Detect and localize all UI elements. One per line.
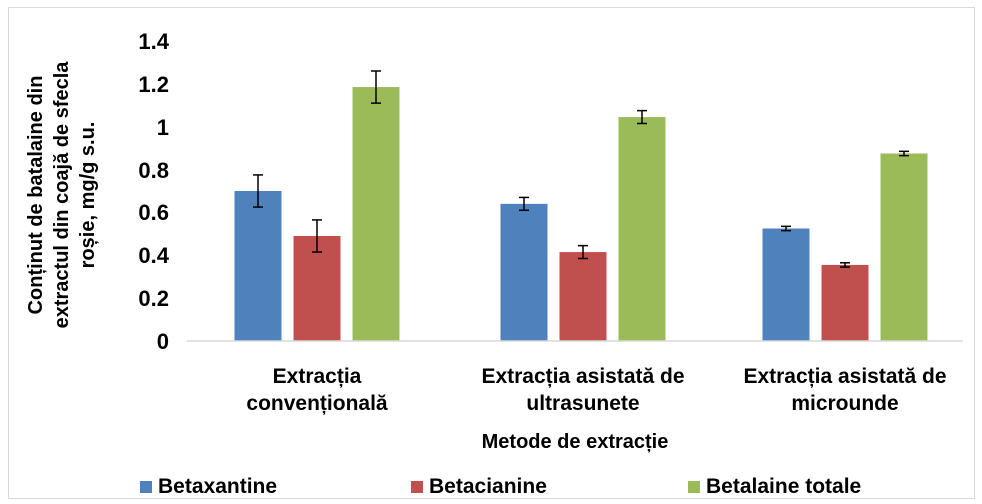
legend-label-betaxantine: Betaxantine xyxy=(158,475,277,498)
legend-label-betalaine-totale: Betalaine totale xyxy=(706,475,861,498)
y-axis-title-line-2: extractul din coajă de sfecla xyxy=(51,61,73,329)
category-label-1-line-1: Extracția xyxy=(273,365,362,388)
x-category-labels: Extracția convențională Extracția asista… xyxy=(246,365,946,415)
y-tick-label: 0 xyxy=(157,329,169,354)
bar-betaxantine-1 xyxy=(234,190,282,341)
category-label-2-line-2: ultrasunete xyxy=(526,392,639,415)
error-bar-betaxantine-2 xyxy=(519,196,529,212)
bars-group xyxy=(234,87,928,341)
chart-frame xyxy=(8,7,975,499)
y-tick-label: 1.4 xyxy=(138,29,169,54)
y-tick-label: 1 xyxy=(157,115,169,140)
error-bar-betalaine-totale-2 xyxy=(637,109,647,125)
legend-swatch-betacianine xyxy=(411,481,423,493)
bar-betalaine-totale-1 xyxy=(352,87,400,341)
error-bar-betalaine-totale-1 xyxy=(371,70,381,104)
legend-swatch-betaxantine xyxy=(140,481,152,493)
y-tick-label: 0.2 xyxy=(138,286,169,311)
x-axis-title: Metode de extracție xyxy=(482,431,669,453)
bar-betacianine-1 xyxy=(293,235,341,341)
error-bars-group xyxy=(253,70,909,268)
y-tick-label: 0.8 xyxy=(138,158,169,183)
error-bar-betacianine-2 xyxy=(578,244,588,260)
y-axis-title-line-1: Conținut de batalaine din xyxy=(25,76,47,315)
y-tick-labels: 0 0.2 0.4 0.6 0.8 1 1.2 1.4 xyxy=(138,29,169,354)
legend-swatch-betalaine-totale xyxy=(688,481,700,493)
y-tick-label: 0.4 xyxy=(138,243,169,268)
error-bar-betaxantine-1 xyxy=(253,174,263,208)
category-label-3-line-2: microunde xyxy=(791,392,898,415)
bar-betalaine-totale-2 xyxy=(618,117,666,341)
y-axis-title: Conținut de batalaine din extractul din … xyxy=(25,61,99,329)
error-bar-betacianine-1 xyxy=(312,219,322,253)
bar-betalaine-totale-3 xyxy=(880,153,928,341)
category-label-1-line-2: convențională xyxy=(246,392,388,415)
error-bar-betalaine-totale-3 xyxy=(899,150,909,157)
legend-label-betacianine: Betacianine xyxy=(429,475,547,498)
y-tick-label: 1.2 xyxy=(138,72,169,97)
y-axis-title-line-3: roșie, mg/g s.u. xyxy=(77,122,99,269)
bar-betacianine-2 xyxy=(559,252,607,341)
bar-betaxantine-3 xyxy=(762,228,810,341)
category-label-2-line-1: Extracția asistată de xyxy=(481,365,684,388)
bar-betaxantine-2 xyxy=(500,203,548,341)
error-bar-betaxantine-3 xyxy=(781,225,791,232)
category-label-3-line-1: Extracția asistată de xyxy=(743,365,946,388)
legend: Betaxantine Betacianine Betalaine totale xyxy=(140,475,861,498)
y-tick-label: 0.6 xyxy=(138,200,169,225)
error-bar-betacianine-3 xyxy=(840,262,850,268)
bar-betacianine-3 xyxy=(821,264,869,341)
